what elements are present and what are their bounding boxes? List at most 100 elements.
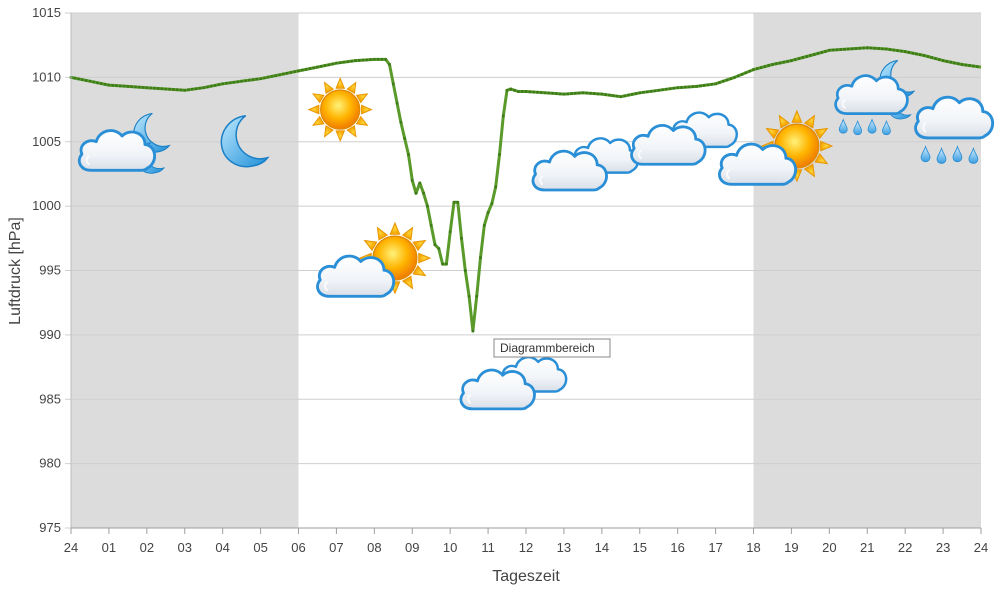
y-tick-label: 1000: [32, 198, 61, 213]
data-point: [350, 59, 353, 63]
data-point: [175, 88, 179, 91]
data-point: [172, 88, 175, 91]
data-point: [786, 60, 789, 63]
x-tick-label: 17: [708, 540, 722, 555]
data-point: [308, 67, 312, 70]
data-point: [183, 89, 186, 92]
x-tick-label: 09: [405, 540, 419, 555]
data-point: [911, 51, 915, 55]
data-point: [145, 86, 149, 89]
data-point: [710, 83, 714, 86]
data-point: [259, 77, 262, 80]
data-point: [479, 256, 482, 259]
data-point: [945, 60, 949, 63]
data-point: [558, 92, 562, 96]
y-tick-label: 975: [39, 520, 61, 535]
data-point: [960, 63, 964, 66]
data-point: [483, 224, 486, 227]
x-tick-label: 11: [481, 540, 495, 555]
data-point: [687, 85, 691, 89]
data-point: [331, 62, 334, 66]
data-point: [596, 92, 600, 96]
data-point: [319, 65, 323, 68]
data-point: [456, 201, 459, 204]
data-point: [149, 86, 152, 90]
data-point: [854, 47, 858, 50]
cloud-shape: [316, 254, 396, 298]
data-point: [562, 92, 566, 96]
data-point: [737, 74, 740, 78]
data-point: [160, 87, 164, 90]
data-point: [357, 59, 361, 62]
cloud-front-shape: [459, 368, 536, 411]
data-point: [380, 58, 384, 61]
data-point: [266, 75, 270, 79]
data-point: [915, 52, 918, 56]
data-point: [327, 63, 331, 67]
data-point: [536, 91, 539, 94]
x-tick-label: 23: [936, 540, 950, 555]
data-point: [665, 87, 668, 91]
data-point: [464, 269, 467, 272]
data-point: [684, 85, 687, 89]
data-point: [289, 71, 293, 74]
data-point: [653, 89, 657, 93]
data-point: [228, 81, 232, 85]
data-point: [84, 79, 88, 82]
data-point: [680, 86, 683, 89]
data-point: [702, 84, 706, 87]
data-point: [892, 48, 896, 52]
data-point: [384, 58, 387, 61]
data-point: [668, 87, 672, 90]
x-tick-label: 24: [974, 540, 988, 555]
y-tick-label: 985: [39, 391, 61, 406]
data-point: [551, 92, 554, 95]
data-point: [304, 68, 308, 71]
data-point: [426, 204, 429, 208]
data-point: [528, 90, 532, 94]
data-point: [282, 72, 285, 76]
data-point: [274, 74, 277, 77]
data-point: [338, 61, 342, 64]
data-point: [134, 85, 137, 89]
data-point: [164, 87, 168, 91]
data-point: [763, 65, 767, 68]
data-point: [604, 93, 607, 96]
data-point: [661, 88, 664, 91]
y-tick-label: 1005: [32, 134, 61, 149]
data-point: [179, 88, 183, 92]
data-point: [486, 211, 490, 214]
data-point: [646, 90, 649, 94]
data-point: [251, 78, 255, 81]
data-point: [733, 76, 736, 79]
x-tick-label: 02: [140, 540, 154, 555]
data-point: [570, 92, 573, 95]
data-point: [445, 262, 448, 266]
x-tick-label: 20: [822, 540, 836, 555]
data-point: [801, 56, 805, 59]
data-point: [194, 87, 198, 90]
data-point: [81, 78, 84, 81]
x-tick-label: 06: [291, 540, 305, 555]
data-point: [115, 84, 118, 87]
data-point: [793, 58, 797, 61]
data-point: [92, 80, 96, 84]
data-point: [634, 92, 638, 95]
data-point: [884, 47, 888, 51]
data-point: [429, 224, 433, 227]
data-point: [839, 48, 842, 51]
data-point: [153, 86, 156, 90]
data-point: [797, 57, 801, 60]
x-tick-label: 15: [633, 540, 647, 555]
data-point: [676, 86, 679, 89]
x-tick-label: 22: [898, 540, 912, 555]
data-point: [471, 329, 475, 333]
y-tick-label: 1015: [32, 5, 61, 20]
data-point: [369, 58, 372, 61]
tooltip-label: Diagrammbereich: [500, 341, 595, 355]
sun-icon: [308, 77, 373, 142]
data-point: [513, 89, 516, 92]
data-point: [881, 47, 884, 51]
data-point: [835, 48, 839, 52]
